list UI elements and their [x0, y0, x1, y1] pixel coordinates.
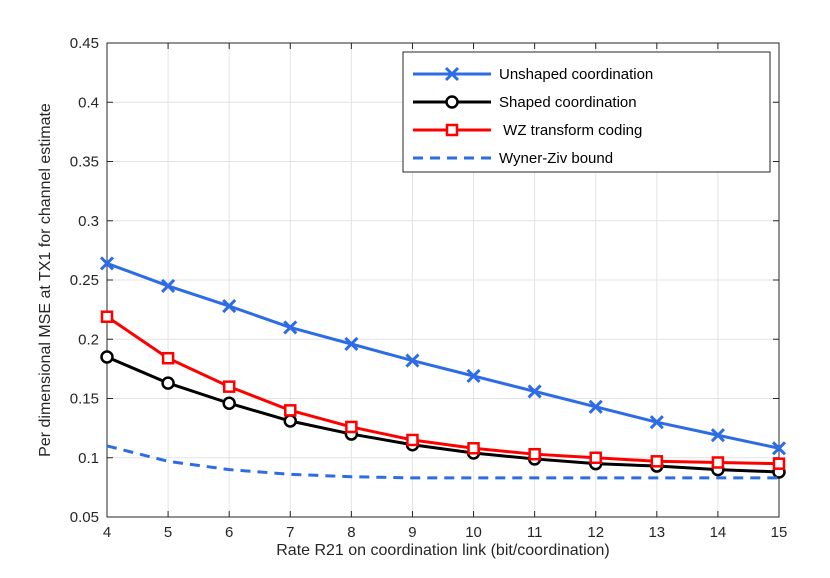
- series-line: [106, 444, 779, 480]
- y-axis-label: Per dimensional MSE at TX1 for channel e…: [37, 103, 54, 457]
- y-tick-label: 0.35: [70, 154, 99, 171]
- legend-label: Shaped coordination: [499, 94, 637, 111]
- data-point: [711, 456, 725, 469]
- legend-item: Unshaped coordination: [413, 66, 653, 83]
- data-point: [588, 399, 603, 414]
- data-point: [283, 414, 298, 428]
- x-tick-label: 13: [648, 524, 665, 541]
- series-0: [99, 256, 787, 456]
- legend-marker: [444, 66, 460, 82]
- data-point: [345, 420, 358, 434]
- data-point: [100, 310, 114, 323]
- axes: 4 5 6 7 8 9 10 11 12 13 14 15 0.05 0.1 0.15 0.2 0.25 0.3 0…: [70, 35, 788, 541]
- x-tick-label: 6: [225, 524, 233, 541]
- series-group: [99, 256, 787, 480]
- legend-label: WZ transform coding: [499, 122, 642, 139]
- data-point: [222, 396, 236, 410]
- data-point: [344, 336, 359, 352]
- legend-item: Shaped coordination: [413, 94, 637, 111]
- data-point: [283, 320, 298, 335]
- data-point: [222, 299, 237, 314]
- data-point: [161, 351, 175, 365]
- data-point: [528, 447, 541, 461]
- series-2: [100, 310, 786, 470]
- legend: Unshaped coordination Shaped coordination…: [402, 51, 771, 173]
- y-tick-label: 0.05: [70, 509, 99, 526]
- x-tick-label: 14: [710, 524, 727, 541]
- x-tick-label: 5: [164, 524, 172, 541]
- data-point: [649, 415, 664, 430]
- data-point: [284, 404, 297, 417]
- x-tick-label: 10: [465, 524, 482, 541]
- series-line: [106, 262, 780, 450]
- y-tick-label: 0.15: [70, 391, 99, 408]
- legend-item: WZ transform coding: [413, 122, 642, 139]
- data-point: [406, 433, 419, 447]
- data-point: [161, 278, 176, 293]
- y-tick-label: 0.1: [78, 450, 99, 467]
- data-point: [222, 380, 236, 393]
- legend-item: Wyner-Ziv bound: [413, 150, 613, 167]
- legend-box: [402, 51, 771, 173]
- data-point: [527, 384, 542, 399]
- x-tick-label: 8: [347, 524, 355, 541]
- data-point: [161, 376, 175, 390]
- data-point: [772, 457, 786, 470]
- legend-marker: [445, 123, 459, 137]
- x-tick-label: 11: [527, 524, 543, 541]
- y-tick-label: 0.2: [78, 331, 99, 348]
- y-tick-label: 0.4: [78, 94, 99, 111]
- series-3: [106, 444, 779, 480]
- data-point: [710, 428, 725, 443]
- data-point: [771, 441, 787, 456]
- series-line: [106, 355, 780, 474]
- x-tick-label: 15: [771, 524, 788, 541]
- y-tick-label: 0.45: [70, 35, 99, 52]
- x-tick-label: 4: [103, 524, 111, 541]
- x-tick-label: 12: [587, 524, 604, 541]
- data-point: [466, 368, 481, 384]
- x-tick-label: 9: [408, 524, 416, 541]
- legend-label: Unshaped coordination: [499, 66, 653, 83]
- data-point: [650, 455, 664, 468]
- x-tick-label: 7: [286, 524, 294, 541]
- data-point: [100, 350, 114, 364]
- data-point: [589, 451, 602, 464]
- legend-marker: [445, 95, 459, 109]
- data-point: [99, 256, 115, 271]
- data-point: [405, 353, 420, 368]
- series-line: [106, 315, 780, 466]
- legend-label: Wyner-Ziv bound: [499, 150, 613, 167]
- y-tick-label: 0.25: [70, 272, 99, 289]
- y-tick-label: 0.3: [78, 213, 99, 230]
- data-point: [467, 442, 480, 455]
- x-axis-label: Rate R21 on coordination link (bit/coord…: [276, 542, 610, 559]
